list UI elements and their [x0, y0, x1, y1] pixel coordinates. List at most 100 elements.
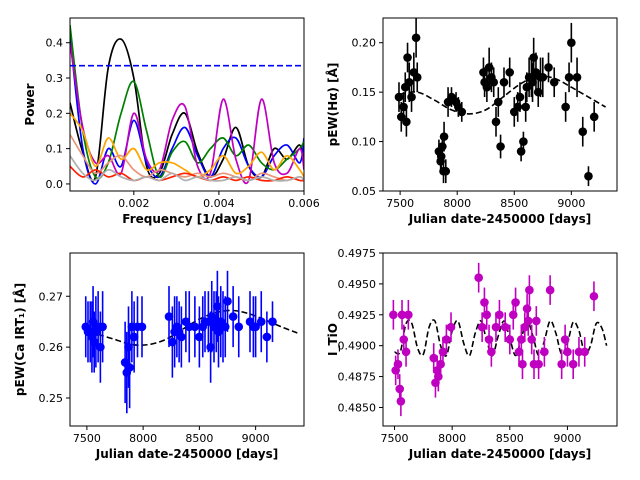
plot-area: [394, 18, 607, 187]
axes-frame: [382, 17, 618, 192]
halpha-timeseries-panel: 7500 8000 8500 9000 0.05 0.10 0.15 0.20 Julian d…: [325, 17, 618, 226]
axes-frame: [382, 252, 618, 427]
data-point: [477, 322, 487, 332]
data-point: [505, 68, 515, 77]
y-tick-label: 0.05: [352, 185, 377, 198]
data-point: [429, 353, 439, 363]
data-point: [393, 359, 403, 369]
y-tick-label: 0.0: [46, 178, 64, 191]
y-axis-label: Power: [23, 83, 37, 125]
data-point: [397, 310, 407, 320]
data-point: [578, 127, 588, 136]
data-point: [487, 347, 496, 357]
y-tick-label: 0.1: [46, 143, 64, 156]
data-point: [519, 137, 528, 146]
plot-area: [81, 270, 298, 414]
data-point: [525, 285, 534, 295]
x-tick-label: 8500: [185, 432, 213, 445]
data-point: [521, 102, 530, 112]
data-point: [495, 310, 504, 320]
data-point: [436, 152, 446, 161]
data-point: [523, 316, 533, 326]
data-point: [528, 77, 537, 87]
x-tick-label: 8000: [438, 432, 466, 445]
data-point: [446, 322, 456, 332]
data-point: [411, 33, 421, 43]
data-point: [511, 298, 520, 307]
x-axis-label: Julian date-2450000 [days]: [408, 447, 591, 461]
data-point: [438, 347, 448, 357]
x-tick-label: 8500: [500, 197, 528, 210]
data-point: [407, 92, 416, 102]
data-point: [563, 347, 572, 357]
x-axis-label: Julian date-2450000 [days]: [408, 212, 591, 226]
y-tick-label: 0.26: [39, 341, 64, 354]
cairt-timeseries-panel: 7500 8000 8500 9000 0.25 0.26 0.27 Julian date-…: [12, 252, 305, 461]
data-point: [491, 322, 501, 332]
data-point: [589, 112, 599, 122]
x-tick-label: 0.006: [288, 197, 320, 210]
data-point: [457, 107, 467, 117]
data-point: [518, 359, 527, 369]
data-point: [401, 347, 411, 357]
data-point: [234, 322, 244, 332]
data-point: [206, 342, 215, 352]
data-point: [515, 92, 525, 102]
x-tick-label: 9000: [553, 432, 581, 445]
data-point: [213, 302, 222, 311]
data-point: [439, 132, 449, 141]
y-tick-label: 0.4975: [338, 247, 377, 260]
sinusoidal-fit-curve: [399, 75, 607, 115]
data-point: [580, 347, 590, 357]
data-point: [517, 335, 526, 344]
y-tick-label: 0.10: [352, 136, 377, 149]
data-point: [561, 102, 570, 112]
data-point: [124, 342, 133, 352]
data-point: [256, 317, 266, 326]
data-point: [190, 322, 200, 332]
data-point: [540, 347, 549, 357]
x-axis-label: Julian date-2450000 [days]: [95, 447, 278, 461]
data-point: [396, 396, 406, 406]
data-point: [489, 77, 499, 87]
axes-frame: [69, 252, 305, 427]
data-point: [499, 77, 509, 87]
data-point: [538, 73, 548, 82]
plot-area: [389, 262, 608, 417]
data-point: [403, 53, 412, 62]
data-point: [496, 142, 505, 151]
periodogram-panel: 0.002 0.004 0.006 0.0 0.1 0.2 0.3 0.4 Frequency …: [23, 17, 320, 226]
x-tick-label: 0.002: [118, 197, 150, 210]
plot-area: [70, 24, 304, 185]
x-tick-label: 0.004: [203, 197, 235, 210]
tio-index-timeseries-panel: 7500 8000 8500 9000 0.4850 0.4875 0.4900 0.4925…: [326, 247, 618, 461]
data-point: [572, 73, 582, 82]
y-axis-label: I_TiO: [326, 323, 341, 356]
data-point: [137, 322, 147, 332]
data-point: [389, 310, 398, 320]
y-axis-label: pEW(Ca IRT₁) [Å]: [12, 283, 27, 396]
data-point: [438, 142, 447, 151]
data-point: [557, 359, 566, 369]
y-tick-label: 0.4850: [338, 401, 377, 414]
x-tick-label: 7500: [73, 432, 101, 445]
x-tick-label: 9000: [557, 197, 585, 210]
x-tick-label: 8000: [443, 197, 471, 210]
data-point: [474, 273, 483, 283]
data-point: [177, 332, 186, 342]
data-point: [567, 38, 576, 48]
y-tick-label: 0.4: [46, 37, 64, 50]
data-point: [441, 166, 451, 176]
y-tick-label: 0.4875: [338, 371, 377, 384]
data-point: [505, 335, 515, 344]
y-tick-label: 0.25: [39, 392, 64, 405]
data-point: [268, 317, 277, 326]
data-point: [482, 310, 492, 320]
x-tick-label: 8500: [496, 432, 524, 445]
data-point: [527, 335, 536, 344]
data-point: [491, 117, 501, 127]
data-point: [412, 73, 422, 82]
data-point: [549, 77, 559, 87]
data-point: [522, 304, 532, 313]
